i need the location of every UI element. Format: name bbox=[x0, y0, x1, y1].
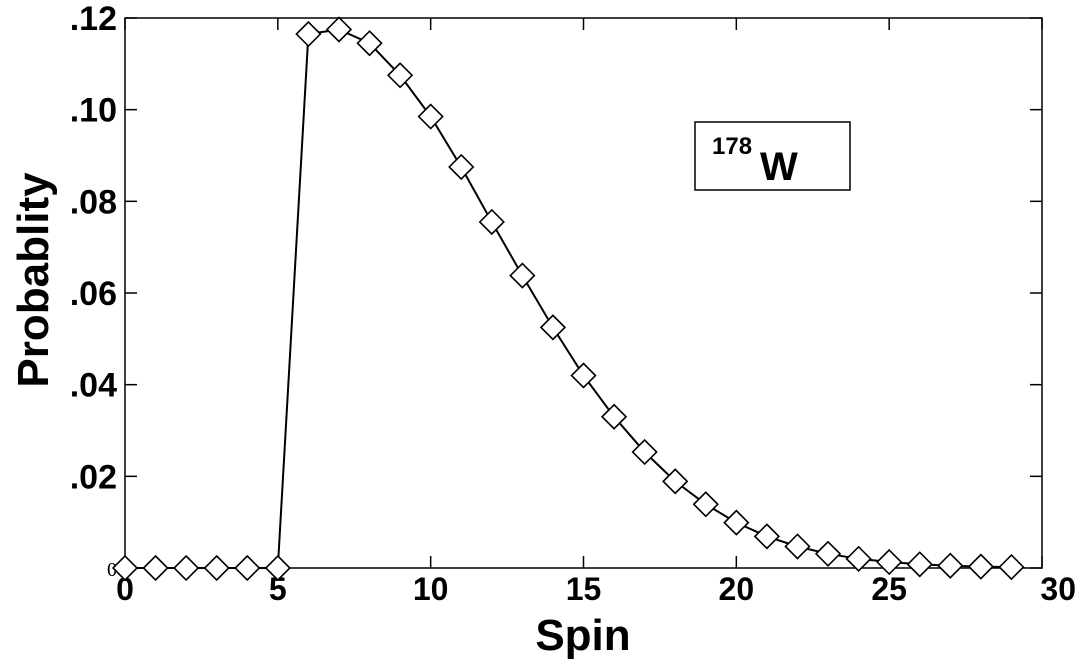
data-point-diamond bbox=[784, 533, 811, 560]
data-point-diamond bbox=[753, 523, 781, 550]
series-line bbox=[125, 28, 1012, 569]
data-point-diamond bbox=[937, 552, 964, 579]
y-tick-label: .02 bbox=[70, 458, 117, 496]
axis-ticks bbox=[124, 17, 1043, 569]
data-point-diamond bbox=[356, 30, 383, 57]
y-tick-label: .12 bbox=[70, 0, 117, 38]
data-point-diamond bbox=[662, 468, 689, 495]
x-tick-label: 30 bbox=[1040, 571, 1076, 607]
data-point-diamond bbox=[876, 548, 903, 576]
data-point-diamond bbox=[111, 554, 139, 582]
data-point-diamond bbox=[417, 103, 444, 130]
data-point-diamond bbox=[203, 554, 230, 582]
data-point-diamond bbox=[509, 262, 536, 289]
x-axis-label: Spin bbox=[535, 611, 630, 660]
y-tick-label: 0 bbox=[107, 559, 117, 581]
data-point-diamond bbox=[814, 540, 842, 567]
data-point-diamond bbox=[967, 553, 994, 580]
data-point-diamond bbox=[295, 20, 322, 48]
x-tick-label: 10 bbox=[413, 571, 449, 607]
data-point-diamond bbox=[142, 554, 169, 582]
data-point-diamond bbox=[600, 403, 628, 430]
x-tick-label: 15 bbox=[566, 571, 602, 607]
y-tick-label: .10 bbox=[70, 92, 117, 130]
data-point-diamond bbox=[845, 545, 872, 572]
data-point-diamond bbox=[386, 62, 414, 89]
annotation-element: W bbox=[760, 145, 798, 189]
data-point-diamond bbox=[478, 208, 505, 236]
series-markers bbox=[111, 16, 1025, 582]
y-tick-label: .06 bbox=[70, 275, 117, 313]
plot-frame bbox=[124, 17, 1043, 569]
y-axis-label: Probablity bbox=[9, 172, 58, 388]
x-tick-label: 20 bbox=[719, 571, 755, 607]
data-point-diamond bbox=[234, 554, 261, 582]
data-point-diamond bbox=[448, 153, 475, 181]
tick-labels: 0 5 10 15 20 25 30 0 .02 .04 .06 .08 .10 .12 bbox=[70, 0, 1076, 607]
data-point-diamond bbox=[173, 554, 200, 582]
x-tick-label: 5 bbox=[269, 571, 287, 607]
y-tick-label: .04 bbox=[70, 367, 117, 405]
data-point-diamond bbox=[906, 551, 933, 578]
annotation-frame bbox=[694, 121, 851, 191]
data-point-diamond bbox=[539, 314, 567, 341]
data-point-diamond bbox=[325, 16, 353, 43]
annotation-superscript: 178 bbox=[712, 133, 752, 160]
data-point-diamond bbox=[264, 554, 291, 582]
data-point-diamond bbox=[570, 362, 597, 389]
x-tick-label: 25 bbox=[871, 571, 907, 607]
y-tick-label: .08 bbox=[70, 183, 117, 221]
annotation-box: 178 W bbox=[694, 121, 851, 191]
data-point-diamond bbox=[631, 438, 658, 466]
x-tick-label: 0 bbox=[116, 571, 134, 607]
data-point-diamond bbox=[998, 553, 1025, 581]
data-point-diamond bbox=[723, 509, 750, 536]
data-point-diamond bbox=[692, 491, 719, 518]
